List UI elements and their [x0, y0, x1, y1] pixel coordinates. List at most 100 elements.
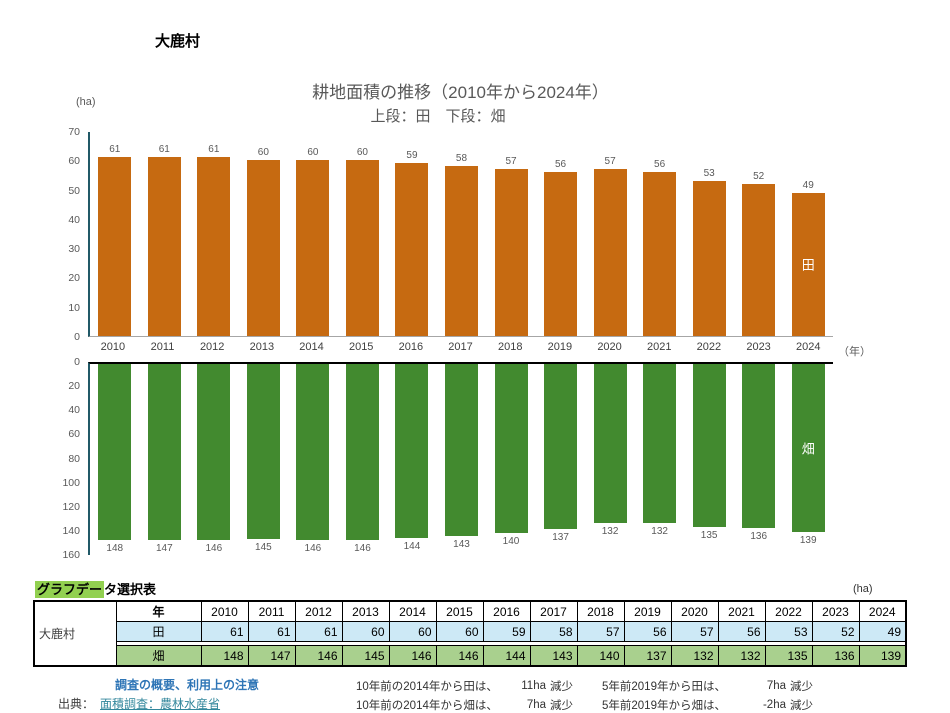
paddy-tick-label: 20 — [68, 272, 80, 285]
field-bar-value: 148 — [106, 543, 124, 554]
table-value-cell: 61 — [200, 621, 249, 642]
paddy-tick-label: 40 — [68, 213, 80, 226]
paddy-bar — [395, 163, 429, 336]
field-bar-value: 136 — [750, 531, 768, 543]
table-year-cell: 2019 — [623, 600, 672, 622]
paddy-bar — [593, 169, 627, 336]
field-y-axis: 0 20 40 60 80 100 120 140 160 — [43, 356, 88, 567]
table-value-cell: 147 — [247, 645, 296, 667]
table-village-cell[interactable]: 大鹿村 — [33, 600, 117, 667]
x-axis-year-label: 2012 — [199, 341, 225, 353]
source-link[interactable]: 面積調査：農林水産省 — [100, 697, 221, 711]
table-unit-label: (ha) — [853, 583, 873, 595]
table-year-cell: 2014 — [388, 600, 437, 622]
paddy-bar-value: 56 — [554, 159, 567, 170]
paddy-tick-label: 60 — [68, 155, 80, 168]
x-axis-year-label: 2021 — [646, 341, 672, 353]
field-bar-slot: 136 — [734, 364, 784, 555]
field-bar — [593, 364, 627, 524]
paddy-bar — [494, 169, 528, 336]
table-value-cell: 132 — [717, 645, 766, 667]
paddy-bar-value: 61 — [208, 144, 220, 156]
x-axis-year-label: 2019 — [547, 341, 573, 353]
table-year-cell: 2022 — [764, 600, 813, 622]
field-series-label: 畑 — [801, 441, 815, 457]
field-bar-slot: 144 — [387, 364, 437, 555]
field-bar-slot: 132 — [585, 364, 635, 555]
table-value-cell: 57 — [576, 621, 625, 642]
survey-overview-link[interactable]: 調査の概要、利用上の注意 — [115, 678, 260, 692]
table-value-cell: 146 — [435, 645, 484, 667]
table-value-cell: 145 — [341, 645, 390, 667]
table-year-cell: 2015 — [435, 600, 484, 622]
table-row-label[interactable]: 畑 — [115, 645, 202, 667]
table-year-cell: 2016 — [482, 600, 531, 622]
field-bar — [692, 364, 726, 527]
note-value-2: -2ha — [762, 698, 786, 711]
paddy-bar-value: 58 — [455, 153, 468, 165]
paddy-bar-value: 56 — [654, 159, 666, 170]
paddy-bar — [147, 157, 181, 336]
paddy-bar — [692, 180, 726, 336]
field-tick-label: 60 — [68, 428, 80, 441]
paddy-bar-value: 57 — [604, 156, 616, 168]
field-bar-slot: 135 — [684, 364, 734, 555]
paddy-bar — [197, 157, 231, 336]
paddy-bar — [98, 157, 132, 336]
table-value-cell: 56 — [717, 621, 766, 642]
paddy-bar — [643, 172, 677, 336]
field-bar-value: 147 — [155, 543, 173, 554]
table-spacer-row — [34, 641, 907, 646]
chart-subtitle: 上段：田 下段：畑 — [370, 108, 506, 125]
table-header-row: 大鹿村年 2010 2011 2012 2013 2014 2015 2016 2017 2018… — [33, 600, 907, 667]
paddy-bar-slot: 61 — [140, 132, 190, 336]
table-value-cell: 57 — [670, 621, 719, 642]
paddy-bar — [246, 160, 280, 336]
field-bar — [345, 364, 379, 540]
x-axis-year-label: 2018 — [497, 341, 523, 353]
field-bar-slot: 148 — [90, 364, 140, 555]
x-axis-year-label: 2017 — [448, 341, 473, 353]
table-value-cell: 53 — [764, 621, 813, 642]
table-value-cell: 148 — [200, 645, 249, 667]
field-bar-value: 143 — [453, 539, 470, 551]
paddy-bar: 田 — [791, 192, 825, 336]
paddy-series-label: 田 — [801, 257, 815, 273]
field-bar-value: 139 — [799, 534, 817, 546]
paddy-bar-value: 60 — [257, 147, 269, 159]
note-suffix: 減少 — [550, 699, 573, 712]
x-axis-year-label: 2024 — [796, 341, 821, 353]
note-suffix-2: 減少 — [790, 680, 813, 693]
field-tick-label: 120 — [62, 500, 80, 513]
field-bar-value: 137 — [552, 532, 569, 544]
paddy-bar-value: 60 — [307, 147, 319, 159]
x-axis-year-label: 2020 — [597, 341, 622, 353]
source-label: 出典： — [58, 697, 95, 711]
table-year-cell: 2023 — [811, 600, 860, 622]
table-value-cell: 56 — [623, 621, 672, 642]
paddy-plot: 61 61 61 60 60 60 59 58 57 56 57 56 53 52 49 田 — [88, 132, 833, 337]
field-bar — [395, 364, 429, 538]
paddy-bar-value: 61 — [109, 144, 121, 156]
paddy-bar-slot: 49 田 — [783, 132, 833, 336]
table-value-cell: 52 — [811, 621, 860, 642]
paddy-bar-value: 61 — [158, 144, 170, 156]
field-bar-slot: 147 — [140, 364, 190, 555]
paddy-bar-slot: 60 — [239, 132, 289, 336]
field-bar-slot: 140 — [486, 364, 536, 555]
note-text: 10年前の2014年から畑は、 — [356, 699, 498, 712]
table-year-cell: 2017 — [529, 600, 578, 622]
table-value-cell: 58 — [529, 621, 578, 642]
field-plot: 148 147 146 145 146 146 144 143 140 137 132 132 135 1… — [88, 362, 833, 555]
note-text-2: 5年前2019年から田は、 — [602, 680, 726, 693]
field-bar-value: 135 — [700, 529, 718, 541]
table-value-cell: 144 — [482, 645, 531, 667]
note-text: 10年前の2014年から田は、 — [356, 680, 498, 693]
table-row-label[interactable]: 田 — [115, 621, 202, 642]
field-bar — [147, 364, 181, 540]
field-bar-slot: 137 — [536, 364, 586, 555]
table-body: 大鹿村年 2010 2011 2012 2013 2014 2015 2016 2017 2018… — [33, 600, 907, 667]
x-axis-year-label: 2011 — [150, 341, 175, 353]
table-value-cell: 60 — [341, 621, 390, 642]
field-tick-label: 80 — [68, 452, 80, 465]
